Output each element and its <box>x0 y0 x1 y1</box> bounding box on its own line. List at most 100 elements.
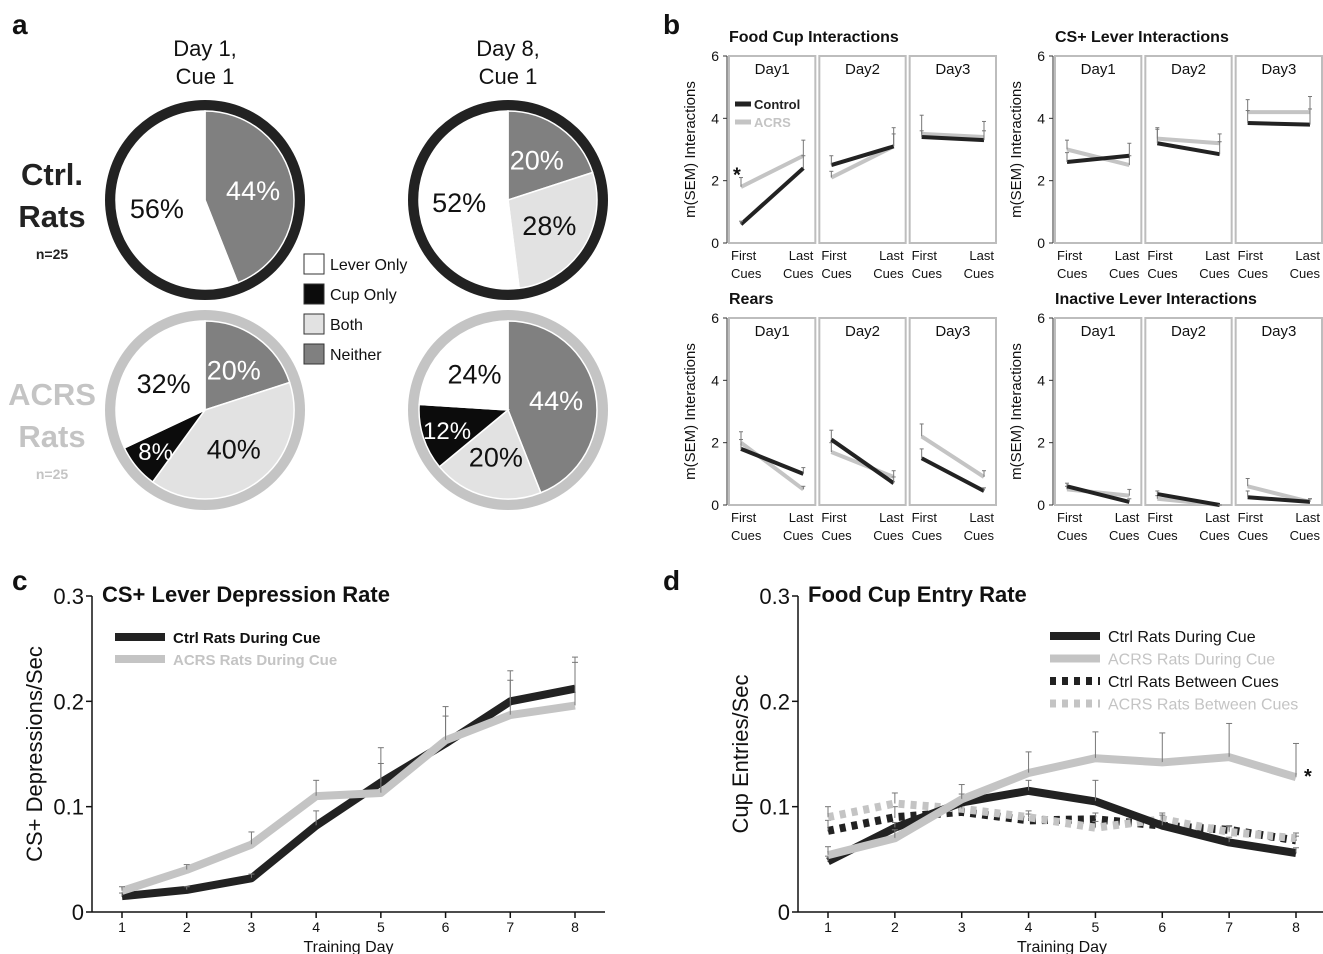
data-point <box>1094 800 1096 802</box>
y-axis-label: m(SEM) Interactions <box>1008 343 1025 480</box>
day-label: Day1 <box>1081 61 1116 78</box>
x-tick-label: 1 <box>824 919 832 935</box>
x-tick-label: 4 <box>1025 919 1033 935</box>
day-box <box>1234 317 1323 506</box>
day-box <box>728 55 817 244</box>
subplot-title: Inactive Lever Interactions <box>1055 291 1257 308</box>
x-tick-label: Cues <box>964 266 995 281</box>
series-line <box>121 684 576 901</box>
control-line <box>920 456 985 493</box>
x-tick-label: 1 <box>118 919 126 935</box>
x-tick-label: 6 <box>442 919 450 935</box>
y-axis-label: Cup Entries/Sec <box>728 675 753 834</box>
y-tick-label: 0 <box>711 497 719 513</box>
pie-slice-label: 20% <box>510 145 564 175</box>
y-tick-label: 6 <box>1037 48 1045 64</box>
x-tick-label: Cues <box>1290 528 1321 543</box>
pie-slice-label: 20% <box>469 442 523 472</box>
day-label: Day3 <box>935 323 970 340</box>
x-tick-label: Cues <box>912 266 943 281</box>
data-point <box>894 837 896 839</box>
data-point <box>1295 837 1297 839</box>
panel-label-a: a <box>12 9 28 40</box>
x-tick-label: First <box>1057 510 1083 525</box>
x-tick-label: Last <box>1115 510 1140 525</box>
x-tick-label: Cues <box>1238 528 1269 543</box>
data-point <box>827 854 829 856</box>
y-tick-label: 4 <box>1037 372 1045 388</box>
x-tick-label: 4 <box>312 919 320 935</box>
y-tick-label: 2 <box>711 435 719 451</box>
data-point <box>1028 819 1030 821</box>
legend-swatch <box>303 313 325 335</box>
y-tick-label: 0 <box>1037 497 1045 513</box>
data-point <box>445 739 447 741</box>
pie-slice <box>418 320 509 411</box>
day-box <box>1234 55 1323 244</box>
x-tick-label: Cues <box>821 266 852 281</box>
x-axis-label: Training Day <box>1017 939 1107 954</box>
control-line <box>1156 492 1221 507</box>
data-point <box>186 869 188 871</box>
chart-title: Food Cup Entry Rate <box>808 582 1027 607</box>
y-tick-label: 6 <box>711 310 719 326</box>
y-tick-label: 0.2 <box>53 689 84 714</box>
y-tick-label: 0 <box>1037 235 1045 251</box>
data-point <box>1161 825 1163 827</box>
x-tick-label: Cues <box>1109 528 1140 543</box>
y-tick-label: 2 <box>1037 435 1045 451</box>
x-tick-label: Last <box>969 510 994 525</box>
legend-label: ACRS <box>754 115 791 130</box>
data-point <box>1028 790 1030 792</box>
y-tick-label: 0.3 <box>53 584 84 609</box>
x-tick-label: Last <box>879 510 904 525</box>
data-point <box>1295 776 1297 778</box>
data-point <box>380 792 382 794</box>
y-tick-label: 4 <box>711 372 719 388</box>
pie-slice-label: 12% <box>423 418 471 445</box>
legend-label: Control <box>754 97 800 112</box>
pie-row-label: Rats <box>18 419 85 454</box>
acrs-line <box>920 434 986 479</box>
day-label: Day2 <box>845 61 880 78</box>
y-axis-label: m(SEM) Interactions <box>682 343 699 480</box>
y-tick-label: 0 <box>711 235 719 251</box>
pie-row-n: n=25 <box>36 246 69 262</box>
legend-swatch <box>303 253 325 275</box>
y-axis-label: CS+ Depressions/Sec <box>22 646 47 862</box>
legend-swatch <box>303 283 325 305</box>
x-tick-label: Last <box>789 510 814 525</box>
x-tick-label: Cues <box>821 528 852 543</box>
subplot-title: Food Cup Interactions <box>729 29 899 46</box>
x-tick-label: First <box>1147 248 1173 263</box>
chart-title: CS+ Lever Depression Rate <box>102 582 390 607</box>
x-tick-label: First <box>731 510 757 525</box>
x-tick-label: Cues <box>783 266 814 281</box>
legend-swatch <box>303 343 325 365</box>
acrs-line <box>830 450 895 479</box>
x-tick-label: Cues <box>873 528 904 543</box>
day-label: Day1 <box>755 61 790 78</box>
x-tick-label: Cues <box>731 266 762 281</box>
y-axis-label: m(SEM) Interactions <box>1008 81 1025 218</box>
pie-slice-label: 40% <box>207 435 261 465</box>
x-tick-label: Last <box>789 248 814 263</box>
day-box <box>1144 317 1233 506</box>
legend-label: ACRS Rats During Cue <box>173 652 337 669</box>
pie-row-label: ACRS <box>8 377 96 412</box>
data-point <box>1228 756 1230 758</box>
panel-label-b: b <box>663 9 680 40</box>
significance-star: * <box>1304 766 1312 788</box>
x-tick-label: Cues <box>1290 266 1321 281</box>
day-box <box>908 317 998 506</box>
data-point <box>509 714 511 716</box>
panel-label-d: d <box>663 565 680 596</box>
panel-a-pies: Day 1, Cue 1 Day 8, Cue 1 Ctrl. Rats n=25 ACRS R… <box>8 36 608 510</box>
data-point <box>1228 841 1230 843</box>
y-tick-label: 0.3 <box>759 584 790 609</box>
pie-slice <box>438 408 542 500</box>
data-point <box>1295 852 1297 854</box>
x-tick-label: First <box>912 510 938 525</box>
x-tick-label: Cues <box>1147 266 1178 281</box>
day-label: Day2 <box>1171 61 1206 78</box>
